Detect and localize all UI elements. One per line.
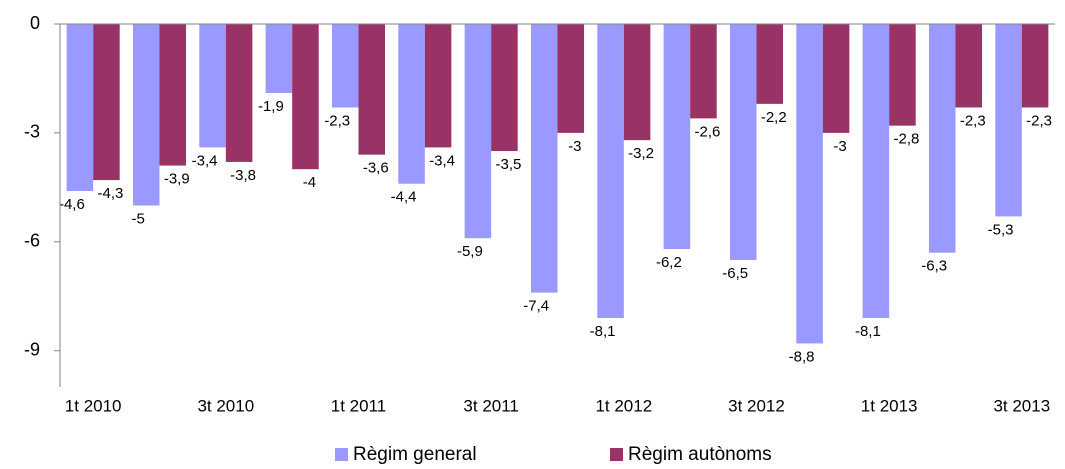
- value-label: -8,1: [590, 323, 616, 340]
- x-tick-label: 1t 2010: [65, 396, 122, 415]
- y-tick-label: -9: [24, 339, 40, 359]
- bar: [132, 24, 160, 206]
- y-tick-label: 0: [30, 13, 40, 33]
- value-label: -3,5: [496, 156, 522, 173]
- bar: [822, 24, 850, 133]
- value-label: -8,8: [789, 348, 815, 365]
- value-label: -7,4: [523, 298, 549, 315]
- value-label: -6,3: [921, 258, 947, 275]
- value-label: -2,3: [324, 112, 350, 129]
- bar: [690, 24, 717, 119]
- bar: [1021, 24, 1049, 108]
- bar: [424, 24, 452, 148]
- value-label: -3: [568, 138, 581, 155]
- value-label: -8,1: [855, 323, 881, 340]
- x-tick-label: 1t 2011: [331, 396, 386, 415]
- value-label: -2,3: [960, 112, 986, 129]
- x-tick-label: 1t 2012: [595, 396, 652, 415]
- x-tick-label: 3t 2013: [993, 396, 1050, 415]
- value-label: -3,9: [164, 171, 190, 188]
- bar: [862, 24, 890, 319]
- value-label: -2,8: [894, 131, 920, 148]
- bar: [159, 24, 187, 166]
- bar: [796, 24, 823, 344]
- bar: [199, 24, 226, 148]
- value-label: -4,6: [59, 196, 85, 213]
- bar: [93, 24, 120, 181]
- bar: [398, 24, 425, 184]
- bar: [756, 24, 784, 104]
- bar: [663, 24, 691, 250]
- bar: [331, 24, 359, 108]
- value-label: -2,2: [761, 109, 787, 126]
- bar: [292, 24, 319, 170]
- value-label: -6,2: [656, 254, 682, 271]
- legend-label: Règim general: [353, 444, 477, 465]
- value-label: -6,5: [722, 265, 748, 282]
- bar: [225, 24, 253, 162]
- bar: [623, 24, 651, 141]
- y-tick-label: -6: [24, 231, 40, 251]
- legend-swatch: [335, 448, 348, 461]
- bar: [955, 24, 983, 108]
- bar: [597, 24, 624, 319]
- bar: [530, 24, 558, 293]
- x-tick-label: 1t 2013: [861, 396, 918, 415]
- value-label: -4,4: [391, 189, 417, 206]
- value-label: -4,3: [98, 185, 124, 202]
- bar: [358, 24, 386, 155]
- x-tick-label: 3t 2011: [463, 396, 518, 415]
- bar: [928, 24, 956, 253]
- value-label: -3,4: [429, 152, 455, 169]
- value-label: -3,4: [192, 152, 218, 169]
- legend-swatch: [610, 448, 623, 461]
- value-label: -2,3: [1026, 112, 1052, 129]
- value-label: -3: [833, 138, 846, 155]
- legend-label: Règim autònoms: [628, 444, 772, 465]
- x-tick-label: 3t 2012: [728, 396, 785, 415]
- value-label: -5,9: [457, 243, 483, 260]
- value-label: -4: [303, 174, 316, 191]
- y-tick-label: -3: [24, 122, 40, 142]
- value-label: -5,3: [988, 221, 1014, 238]
- value-label: -2,6: [695, 123, 721, 140]
- value-label: -3,8: [230, 167, 256, 184]
- bar: [889, 24, 916, 126]
- bar: [66, 24, 94, 191]
- bar: [464, 24, 492, 239]
- bar: [265, 24, 293, 93]
- bar: [557, 24, 585, 133]
- bar: [729, 24, 757, 260]
- value-label: -3,2: [628, 145, 654, 162]
- value-label: -5: [132, 210, 145, 227]
- x-tick-label: 3t 2010: [197, 396, 254, 415]
- bar: [491, 24, 518, 152]
- value-label: -1,9: [258, 98, 284, 115]
- bar: [995, 24, 1022, 217]
- value-label: -3,6: [363, 160, 389, 177]
